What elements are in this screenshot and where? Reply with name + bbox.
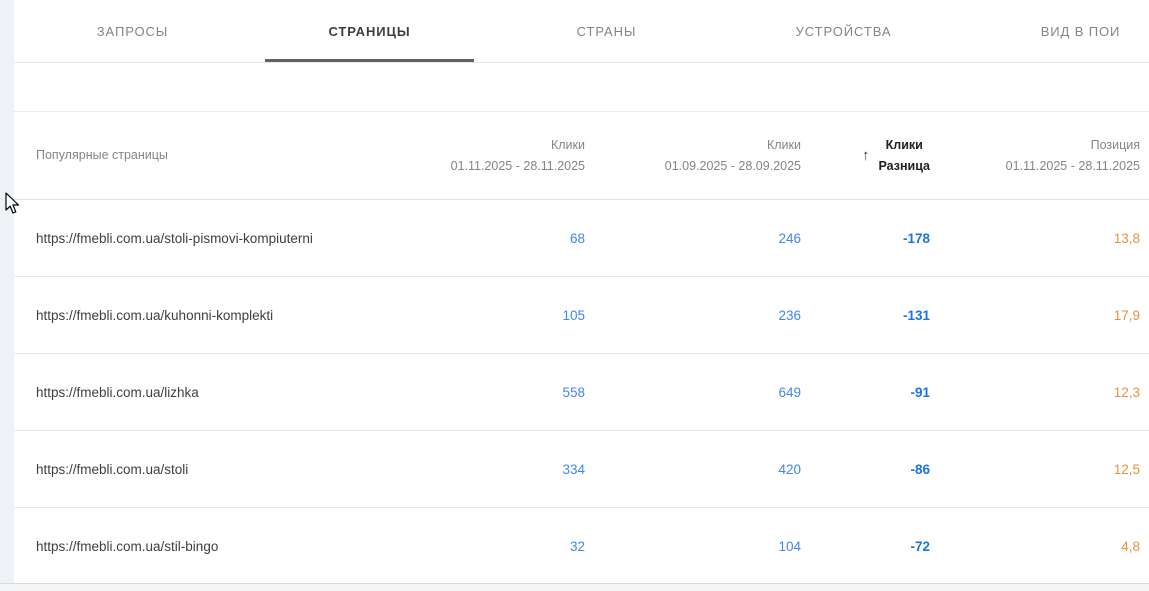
report-tabbar: ЗАПРОСЫ СТРАНИЦЫ СТРАНЫ УСТРОЙСТВА ВИД В…	[14, 0, 1149, 63]
tab-devices-label: УСТРОЙСТВА	[795, 23, 892, 39]
clicks-diff-value: -91	[910, 384, 930, 400]
position-value: 13,8	[1113, 230, 1140, 246]
tab-pages[interactable]: СТРАНИЦЫ	[251, 0, 488, 62]
clicks-previous-value: 246	[778, 230, 801, 246]
clicks-current-value: 32	[569, 539, 585, 554]
diff-header-label: Клики Разница	[878, 135, 930, 177]
clicks-previous-value: 104	[778, 539, 801, 554]
active-tab-underline	[265, 59, 474, 62]
position-value: 4,8	[1121, 539, 1140, 554]
clicks-current-value: 68	[569, 230, 585, 246]
diff-subtitle: Разница	[878, 158, 930, 173]
clicks-previous-value: 236	[778, 307, 801, 323]
filter-spacer	[14, 63, 1149, 112]
clicks-current-value: 334	[562, 461, 585, 477]
tab-pages-label: СТРАНИЦЫ	[328, 23, 411, 39]
position-value: 12,5	[1113, 461, 1140, 477]
tab-search-appearance[interactable]: ВИД В ПОИ	[962, 0, 1149, 62]
tab-search-appearance-label: ВИД В ПОИ	[1040, 23, 1121, 39]
tab-queries[interactable]: ЗАПРОСЫ	[14, 0, 251, 62]
report-card: ЗАПРОСЫ СТРАНИЦЫ СТРАНЫ УСТРОЙСТВА ВИД В…	[14, 0, 1149, 585]
clicks-current-value: 105	[562, 307, 585, 323]
table-header-row: Популярные страницы Клики 01.11.2025 - 2…	[14, 112, 1149, 200]
tab-countries[interactable]: СТРАНЫ	[488, 0, 725, 62]
tab-devices[interactable]: УСТРОЙСТВА	[725, 0, 962, 62]
sort-arrow-up-icon: ↑	[861, 147, 870, 164]
page-url[interactable]: https://fmebli.com.ua/stoli	[36, 461, 189, 477]
clicks-current-range: 01.11.2025 - 28.11.2025	[450, 158, 585, 173]
clicks-previous-value: 649	[778, 384, 801, 400]
position-range: 01.11.2025 - 28.11.2025	[1005, 158, 1140, 173]
diff-title: Клики	[885, 137, 923, 152]
table-row[interactable]: https://fmebli.com.ua/lizhka 558 649 -91…	[14, 354, 1149, 431]
left-gutter	[0, 0, 14, 583]
clicks-diff-value: -178	[902, 230, 930, 246]
clicks-previous-range: 01.09.2025 - 28.09.2025	[664, 158, 801, 173]
table-row[interactable]: https://fmebli.com.ua/stoli 334 420 -86 …	[14, 431, 1149, 508]
tab-queries-label: ЗАПРОСЫ	[96, 23, 169, 39]
clicks-diff-value: -131	[902, 307, 930, 323]
page-url[interactable]: https://fmebli.com.ua/lizhka	[36, 384, 199, 400]
clicks-diff-value: -86	[910, 461, 930, 477]
column-header-clicks-previous[interactable]: Клики 01.09.2025 - 28.09.2025	[585, 135, 801, 177]
bottom-band	[0, 583, 1149, 591]
clicks-previous-title: Клики	[766, 137, 801, 152]
tab-countries-label: СТРАНЫ	[576, 23, 637, 39]
column-header-clicks-current[interactable]: Клики 01.11.2025 - 28.11.2025	[345, 135, 585, 177]
page-url[interactable]: https://fmebli.com.ua/stoli-pismovi-komp…	[36, 230, 313, 246]
clicks-diff-value: -72	[910, 539, 930, 554]
table-row[interactable]: https://fmebli.com.ua/stil-bingo 32 104 …	[14, 508, 1149, 585]
clicks-current-title: Клики	[550, 137, 585, 152]
position-value: 12,3	[1113, 384, 1140, 400]
table-row[interactable]: https://fmebli.com.ua/stoli-pismovi-komp…	[14, 200, 1149, 277]
page-url[interactable]: https://fmebli.com.ua/kuhonni-komplekti	[36, 307, 274, 323]
position-title: Позиция	[1090, 137, 1140, 152]
position-value: 17,9	[1113, 307, 1140, 323]
page-url[interactable]: https://fmebli.com.ua/stil-bingo	[36, 539, 219, 554]
clicks-current-value: 558	[562, 384, 585, 400]
column-header-pages[interactable]: Популярные страницы	[36, 148, 168, 162]
column-header-position[interactable]: Позиция 01.11.2025 - 28.11.2025	[930, 135, 1140, 177]
table-row[interactable]: https://fmebli.com.ua/kuhonni-komplekti …	[14, 277, 1149, 354]
column-header-clicks-difference[interactable]: ↑ Клики Разница	[801, 135, 930, 177]
clicks-previous-value: 420	[778, 461, 801, 477]
